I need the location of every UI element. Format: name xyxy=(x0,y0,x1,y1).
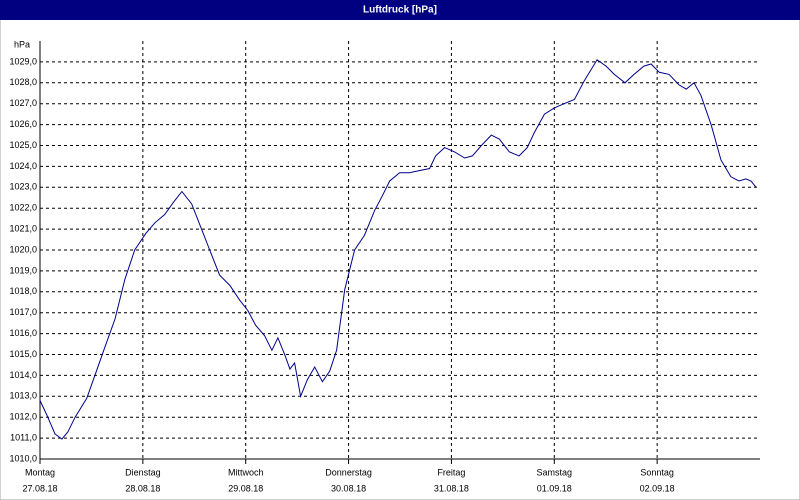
x-tick-label: Donnerstag xyxy=(325,467,372,477)
y-tick-label: 1020,0 xyxy=(9,244,37,254)
y-tick-label: 1022,0 xyxy=(9,203,37,213)
y-tick-label: 1025,0 xyxy=(9,140,37,150)
y-tick-label: 1015,0 xyxy=(9,349,37,359)
y-tick-label: 1016,0 xyxy=(9,328,37,338)
y-tick-label: 1026,0 xyxy=(9,119,37,129)
y-tick-label: 1013,0 xyxy=(9,391,37,401)
y-tick-label: 1028,0 xyxy=(9,77,37,87)
y-tick-label: 1019,0 xyxy=(9,265,37,275)
y-tick-label: 1027,0 xyxy=(9,98,37,108)
x-tick-date: 28.08.18 xyxy=(125,483,160,493)
x-tick-label: Sonntag xyxy=(640,467,674,477)
y-unit: hPa xyxy=(14,39,30,49)
chart-title: Luftdruck [hPa] xyxy=(363,5,437,16)
x-tick-date: 27.08.18 xyxy=(22,483,57,493)
y-tick-label: 1021,0 xyxy=(9,223,37,233)
x-tick-label: Montag xyxy=(25,467,55,477)
y-tick-label: 1017,0 xyxy=(9,307,37,317)
y-tick-label: 1023,0 xyxy=(9,182,37,192)
y-tick-label: 1011,0 xyxy=(10,432,37,442)
x-tick-date: 01.09.18 xyxy=(537,483,572,493)
x-tick-date: 02.09.18 xyxy=(640,483,675,493)
x-tick-label: Samstag xyxy=(537,467,573,477)
y-tick-label: 1024,0 xyxy=(9,161,37,171)
data-line xyxy=(39,59,757,440)
x-tick-label: Freitag xyxy=(437,467,465,477)
title-bar xyxy=(0,0,800,20)
y-tick-label: 1018,0 xyxy=(9,286,37,296)
x-tick-date: 31.08.18 xyxy=(434,483,469,493)
x-tick-label: Mittwoch xyxy=(228,467,264,477)
x-tick-date: 30.08.18 xyxy=(331,483,366,493)
y-tick-label: 1012,0 xyxy=(9,412,37,422)
y-tick-label: 1010,0 xyxy=(9,453,37,463)
y-tick-label: 1014,0 xyxy=(9,370,37,380)
y-tick-label: 1029,0 xyxy=(9,56,37,66)
x-tick-label: Dienstag xyxy=(125,467,161,477)
x-tick-date: 29.08.18 xyxy=(228,483,263,493)
